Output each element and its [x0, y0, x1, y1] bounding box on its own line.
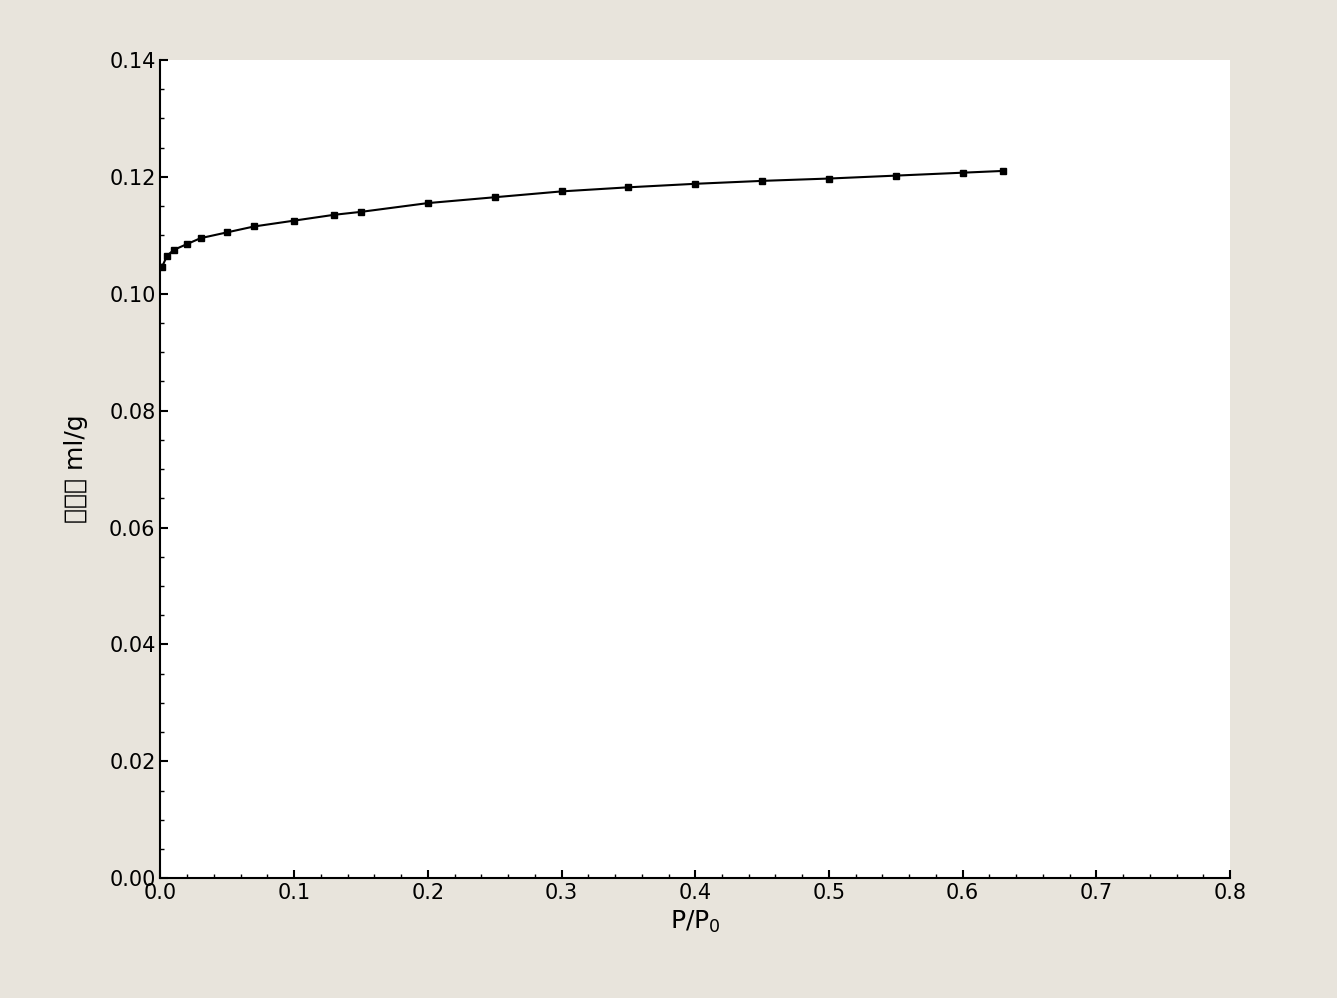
- Y-axis label: 吸附量 ml/g: 吸附量 ml/g: [64, 415, 88, 523]
- X-axis label: P/P$_0$: P/P$_0$: [670, 908, 721, 935]
